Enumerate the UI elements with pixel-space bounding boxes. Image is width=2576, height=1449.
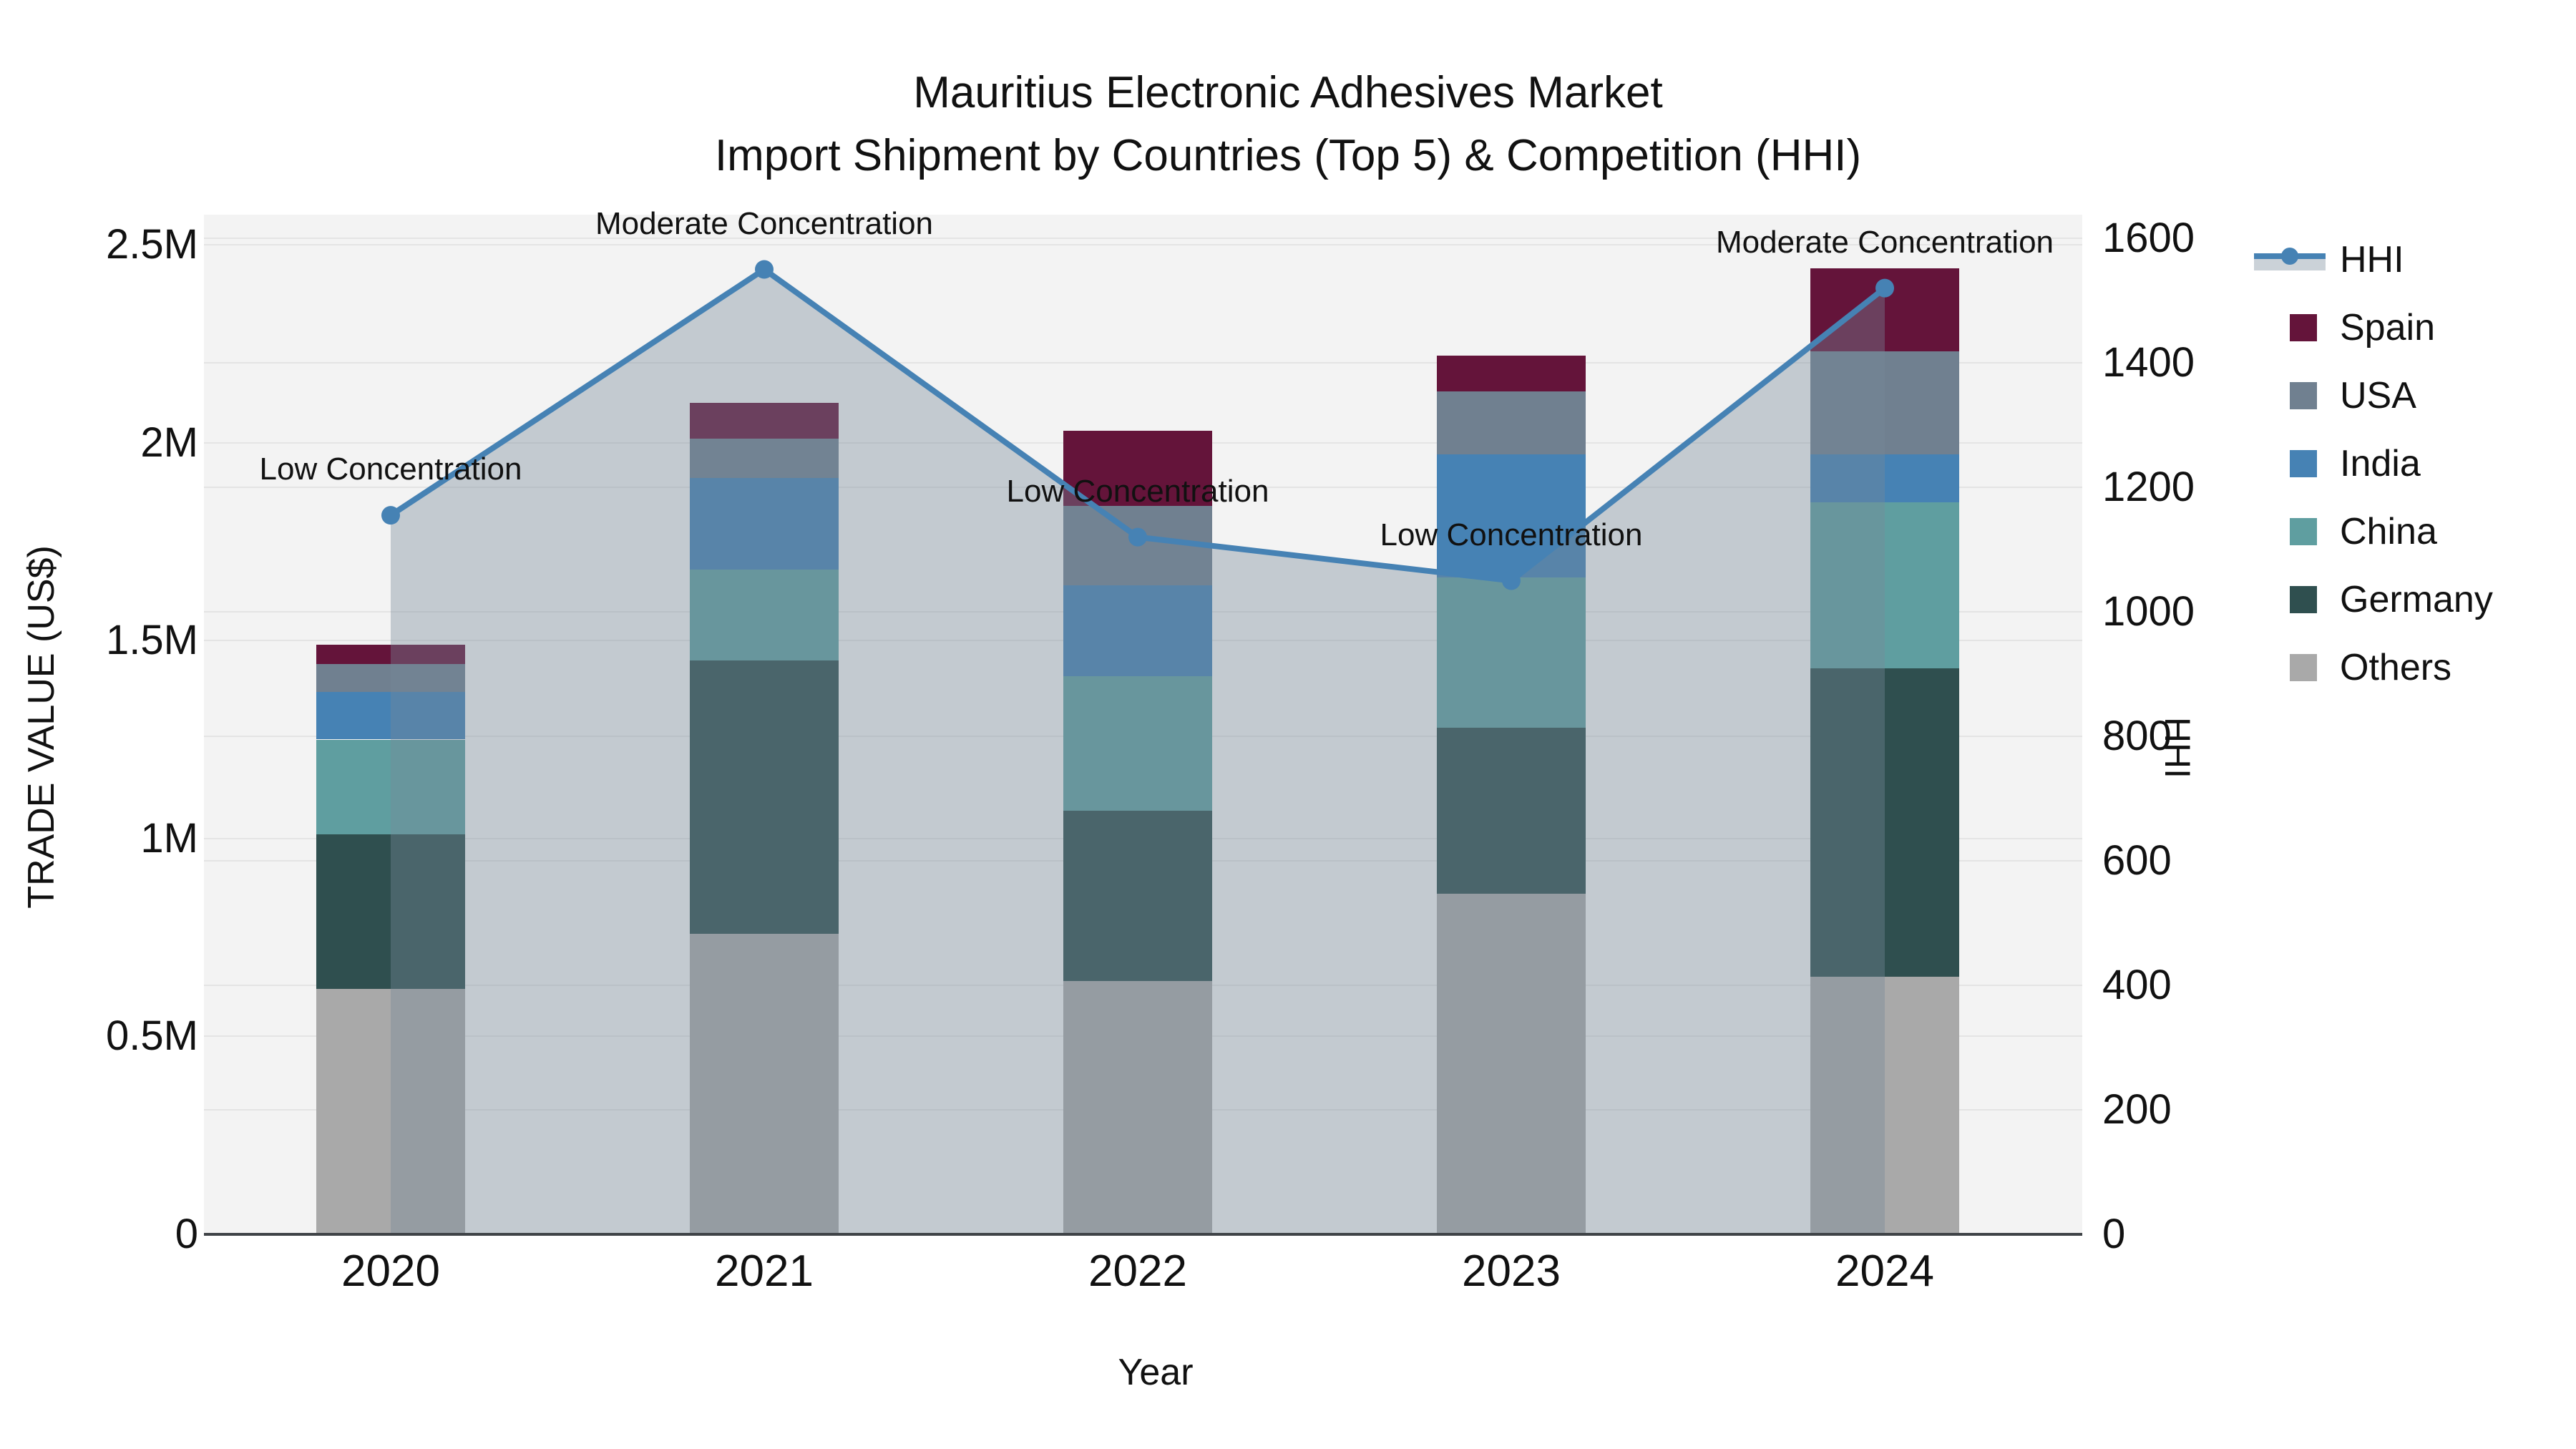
legend-label-india: India <box>2340 442 2421 484</box>
right-tick-1600: 1600 <box>2102 215 2195 261</box>
bar-2023-usa[interactable] <box>1437 391 1586 455</box>
bar-2021-germany[interactable] <box>690 660 839 934</box>
chart-title-line1: Mauritius Electronic Adhesives Market <box>913 68 1663 117</box>
legend: HHI Spain USA India China Germany Others <box>2240 225 2576 701</box>
annotation-2021: Moderate Concentration <box>595 205 934 241</box>
others-swatch-icon <box>2290 653 2317 681</box>
bar-2023-germany[interactable] <box>1437 727 1586 894</box>
bar-2024-india[interactable] <box>1810 454 1959 502</box>
bar-2020-spain[interactable] <box>316 644 465 665</box>
bar-2020-india[interactable] <box>316 692 465 740</box>
x-tick-2023: 2023 <box>1462 1246 1561 1296</box>
bar-2020-china[interactable] <box>316 739 465 835</box>
chart-title: Mauritius Electronic Adhesives Market Im… <box>0 62 2576 187</box>
bar-2022-india[interactable] <box>1063 585 1212 676</box>
bar-2020-germany[interactable] <box>316 834 465 989</box>
right-tick-1200: 1200 <box>2102 464 2195 510</box>
legend-label-others: Others <box>2340 646 2452 688</box>
left-tick-2M: 2M <box>140 419 198 466</box>
china-swatch-icon <box>2290 517 2317 545</box>
bar-2023-china[interactable] <box>1437 577 1586 728</box>
right-tick-400: 400 <box>2102 962 2172 1008</box>
legend-item-usa[interactable]: USA <box>2240 361 2576 429</box>
legend-item-germany[interactable]: Germany <box>2240 565 2576 633</box>
right-tick-600: 600 <box>2102 837 2172 884</box>
left-tick-2.5M: 2.5M <box>106 221 198 268</box>
bar-2024-germany[interactable] <box>1810 668 1959 977</box>
legend-item-hhi[interactable]: HHI <box>2240 225 2576 293</box>
usa-swatch-icon <box>2290 381 2317 409</box>
annotation-2024: Moderate Concentration <box>1715 224 2054 260</box>
legend-item-china[interactable]: China <box>2240 497 2576 565</box>
gridline-left-2.5M <box>204 244 2082 245</box>
gridline-right-1400 <box>204 362 2082 364</box>
bar-2023-spain[interactable] <box>1437 355 1586 391</box>
left-tick-0: 0 <box>175 1211 198 1257</box>
bar-2021-spain[interactable] <box>690 403 839 439</box>
bar-2022-germany[interactable] <box>1063 811 1212 981</box>
legend-item-india[interactable]: India <box>2240 429 2576 497</box>
annotation-2023: Low Concentration <box>1380 517 1643 552</box>
right-tick-200: 200 <box>2102 1086 2172 1133</box>
right-tick-1400: 1400 <box>2102 339 2195 386</box>
bar-2022-others[interactable] <box>1063 980 1212 1234</box>
bar-2024-usa[interactable] <box>1810 351 1959 455</box>
x-axis-title: Year <box>1118 1352 1194 1393</box>
legend-label-germany: Germany <box>2340 578 2493 620</box>
legend-label-hhi: HHI <box>2340 238 2404 280</box>
germany-swatch-icon <box>2290 585 2317 613</box>
right-axis-title: HHI <box>2157 716 2197 779</box>
hhi-legend-symbol <box>2254 246 2326 273</box>
x-tick-2022: 2022 <box>1088 1246 1187 1296</box>
right-tick-800: 800 <box>2102 713 2172 759</box>
bar-2021-others[interactable] <box>690 933 839 1234</box>
plot-area <box>204 215 2082 1234</box>
right-tick-0: 0 <box>2102 1211 2126 1257</box>
annotation-2022: Low Concentration <box>1006 473 1269 509</box>
x-axis-line <box>204 1233 2082 1236</box>
legend-label-spain: Spain <box>2340 306 2435 348</box>
bar-2023-others[interactable] <box>1437 894 1586 1234</box>
x-tick-2021: 2021 <box>715 1246 814 1296</box>
legend-item-spain[interactable]: Spain <box>2240 293 2576 361</box>
spain-swatch-icon <box>2290 313 2317 341</box>
bar-2020-others[interactable] <box>316 989 465 1234</box>
x-tick-2024: 2024 <box>1835 1246 1934 1296</box>
right-tick-1000: 1000 <box>2102 588 2195 635</box>
bar-2020-usa[interactable] <box>316 664 465 693</box>
left-tick-0.5M: 0.5M <box>106 1013 198 1060</box>
x-tick-2020: 2020 <box>341 1246 440 1296</box>
annotation-2020: Low Concentration <box>259 452 522 487</box>
left-tick-1.5M: 1.5M <box>106 617 198 664</box>
bar-2021-china[interactable] <box>690 569 839 660</box>
india-swatch-icon <box>2290 449 2317 477</box>
legend-label-usa: USA <box>2340 374 2416 416</box>
gridline-right-1600 <box>204 238 2082 239</box>
bar-2024-spain[interactable] <box>1810 268 1959 352</box>
chart-title-line2: Import Shipment by Countries (Top 5) & C… <box>714 131 1862 181</box>
bar-2024-others[interactable] <box>1810 977 1959 1234</box>
left-axis-title: TRADE VALUE (US$) <box>21 545 62 909</box>
legend-item-others[interactable]: Others <box>2240 633 2576 701</box>
legend-label-china: China <box>2340 510 2437 552</box>
bar-2022-china[interactable] <box>1063 675 1212 811</box>
left-tick-1M: 1M <box>140 814 198 862</box>
